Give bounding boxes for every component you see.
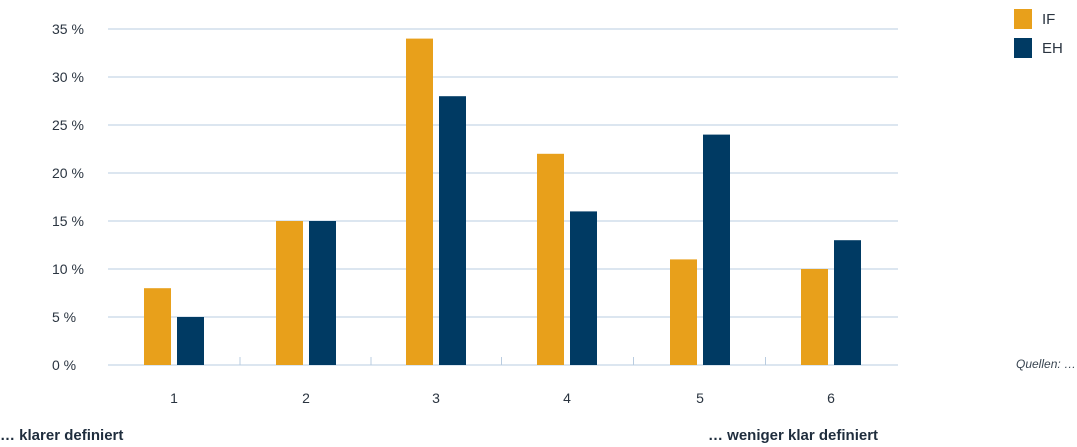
y-tick-label: 20 % xyxy=(52,165,84,181)
bar-if-6 xyxy=(801,269,828,365)
y-tick-label: 25 % xyxy=(52,117,84,133)
x-tick-label: 1 xyxy=(170,390,178,406)
y-tick-label: 0 % xyxy=(52,357,76,373)
x-axis-ticks: 1 2 3 4 5 6 xyxy=(170,390,835,406)
legend: IF EH xyxy=(1014,8,1063,66)
legend-label-if: IF xyxy=(1042,10,1056,28)
grid-lines xyxy=(108,28,898,366)
y-tick-label: 10 % xyxy=(52,261,84,277)
bar-eh-6 xyxy=(834,240,861,365)
legend-item-if: IF xyxy=(1014,8,1063,30)
bar-if-2 xyxy=(276,221,303,365)
bar-eh-4 xyxy=(570,211,597,365)
bar-if-1 xyxy=(144,288,171,365)
bars xyxy=(144,38,861,365)
x-tick-label: 6 xyxy=(827,390,835,406)
bar-if-5 xyxy=(670,259,697,365)
right-caption: … weniger klar definiert xyxy=(708,427,879,444)
bar-if-3 xyxy=(406,38,433,365)
y-tick-label: 5 % xyxy=(52,309,76,325)
bar-eh-3 xyxy=(439,96,466,365)
x-tick-label: 2 xyxy=(302,390,310,406)
x-tick-label: 3 xyxy=(432,390,440,406)
legend-label-eh: EH xyxy=(1042,39,1063,57)
left-caption: … klarer definiert xyxy=(0,427,124,444)
legend-item-eh: EH xyxy=(1014,37,1063,59)
legend-swatch-eh xyxy=(1014,38,1032,58)
y-tick-label: 15 % xyxy=(52,213,84,229)
x-tick-label: 5 xyxy=(696,390,704,406)
x-tick-label: 4 xyxy=(563,390,571,406)
bar-eh-2 xyxy=(309,221,336,365)
bar-chart: 0 % 5 % 10 % 15 % 20 % 25 % 30 % 35 % 1 2 3 4 5 6 xyxy=(52,21,898,406)
bar-eh-5 xyxy=(703,134,730,365)
bar-if-4 xyxy=(537,153,564,365)
source-note: Quellen: … xyxy=(1016,357,1077,371)
y-axis-ticks: 0 % 5 % 10 % 15 % 20 % 25 % 30 % 35 % xyxy=(52,21,84,373)
y-tick-label: 35 % xyxy=(52,21,84,37)
legend-swatch-if xyxy=(1014,9,1032,29)
y-tick-label: 30 % xyxy=(52,69,84,85)
bar-eh-1 xyxy=(177,317,204,365)
